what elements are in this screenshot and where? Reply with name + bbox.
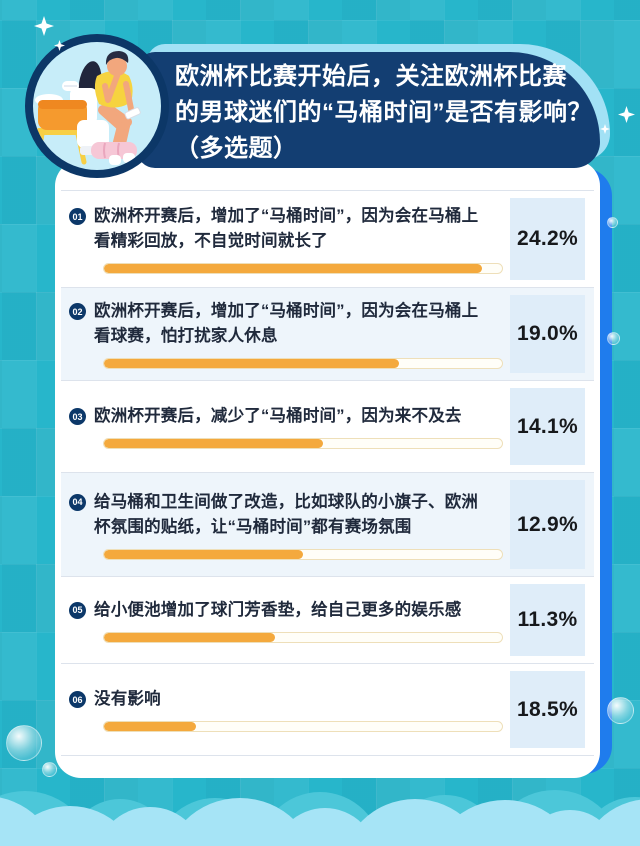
percent-value: 18.5% xyxy=(510,671,585,748)
bubble-decoration xyxy=(6,725,42,761)
banner-title-line3: （多选题） xyxy=(175,135,298,162)
poll-row-5: 05 给小便池增加了球门芳香垫，给自己更多的娱乐感 11.3% xyxy=(61,576,594,663)
percent-value: 14.1% xyxy=(510,388,585,465)
bar-track xyxy=(103,721,503,732)
option-label: 欧洲杯开赛后，增加了“马桶时间”，因为会在马桶上看球赛，怕打扰家人休息 xyxy=(94,302,479,345)
poll-results-card: 01 欧洲杯开赛后，增加了“马桶时间”，因为会在马桶上看精彩回放，不自觉时间就长… xyxy=(55,160,600,778)
bar-fill xyxy=(104,264,483,273)
option-content: 02 欧洲杯开赛后，增加了“马桶时间”，因为会在马桶上看球赛，怕打扰家人休息 xyxy=(61,299,510,369)
man-on-toilet-art xyxy=(34,51,141,165)
bar-fill xyxy=(104,439,323,448)
bar-track xyxy=(103,263,503,274)
sparkle-icon xyxy=(34,16,54,36)
question-banner: 欧洲杯比赛开始后，关注欧洲杯比赛 的男球迷们的“马桶时间”是否有影响？ （多选题… xyxy=(137,52,600,168)
bubble-decoration xyxy=(607,332,620,345)
sparkle-icon xyxy=(618,106,635,123)
rank-badge: 05 xyxy=(69,601,86,619)
option-content: 01 欧洲杯开赛后，增加了“马桶时间”，因为会在马桶上看精彩回放，不自觉时间就长… xyxy=(61,204,510,274)
option-label: 给马桶和卫生间做了改造，比如球队的小旗子、欧洲杯氛围的贴纸，让“马桶时间”都有赛… xyxy=(94,492,479,536)
rank-badge: 01 xyxy=(69,208,86,225)
option-content: 03 欧洲杯开赛后，减少了“马桶时间”，因为来不及去 xyxy=(61,404,510,449)
card-bottom-padding xyxy=(61,755,594,778)
poll-row-6: 06 没有影响 18.5% xyxy=(61,663,594,755)
option-label: 欧洲杯开赛后，减少了“马桶时间”，因为来不及去 xyxy=(94,407,462,425)
option-content: 04 给马桶和卫生间做了改造，比如球队的小旗子、欧洲杯氛围的贴纸，让“马桶时间”… xyxy=(61,490,510,560)
percent-value: 11.3% xyxy=(510,584,585,656)
option-content: 05 给小便池增加了球门芳香垫，给自己更多的娱乐感 xyxy=(61,598,510,643)
bar-track xyxy=(103,438,503,449)
percent-value: 19.0% xyxy=(510,295,585,373)
bubble-decoration xyxy=(607,697,634,724)
rank-badge: 02 xyxy=(69,303,86,320)
poll-row-4: 04 给马桶和卫生间做了改造，比如球队的小旗子、欧洲杯氛围的贴纸，让“马桶时间”… xyxy=(61,472,594,576)
rank-badge: 03 xyxy=(69,408,86,425)
poll-row-3: 03 欧洲杯开赛后，减少了“马桶时间”，因为来不及去 14.1% xyxy=(61,380,594,472)
bubble-decoration xyxy=(42,762,57,777)
cloud-border xyxy=(0,790,640,846)
banner-title-line2: 的男球迷们的“马桶时间”是否有影响？ xyxy=(175,99,592,126)
option-label: 给小便池增加了球门芳香垫，给自己更多的娱乐感 xyxy=(94,600,462,619)
bubble-decoration xyxy=(607,217,618,228)
bar-track xyxy=(103,631,503,643)
sparkle-icon xyxy=(600,124,610,134)
option-label: 没有影响 xyxy=(94,690,161,708)
bar-track xyxy=(103,358,503,369)
bar-fill xyxy=(104,359,399,368)
bar-fill xyxy=(104,722,196,731)
bar-fill xyxy=(104,549,303,559)
poll-row-1: 01 欧洲杯开赛后，增加了“马桶时间”，因为会在马桶上看精彩回放，不自觉时间就长… xyxy=(61,190,594,287)
option-label: 欧洲杯开赛后，增加了“马桶时间”，因为会在马桶上看精彩回放，不自觉时间就长了 xyxy=(94,207,479,250)
bar-track xyxy=(103,548,503,560)
percent-value: 12.9% xyxy=(510,480,585,569)
sparkle-icon xyxy=(54,40,65,51)
percent-value: 24.2% xyxy=(510,198,585,280)
poll-row-2: 02 欧洲杯开赛后，增加了“马桶时间”，因为会在马桶上看球赛，怕打扰家人休息 1… xyxy=(61,287,594,380)
rank-badge: 04 xyxy=(69,493,86,511)
bar-fill xyxy=(104,632,276,642)
rank-badge: 06 xyxy=(69,691,86,708)
banner-title-line1: 欧洲杯比赛开始后，关注欧洲杯比赛 xyxy=(175,63,567,90)
toilet-illustration xyxy=(25,34,169,178)
option-content: 06 没有影响 xyxy=(61,687,510,732)
